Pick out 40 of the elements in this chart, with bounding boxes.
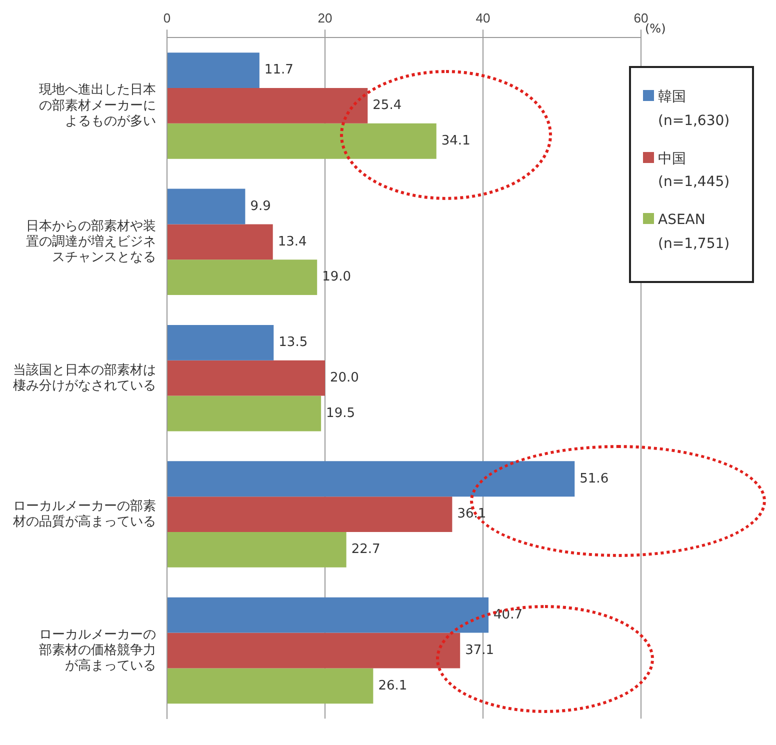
- y-tick-label: ローカルメーカーの部素材の価格競争力が高まっている: [39, 626, 156, 673]
- data-label: 11.7: [264, 62, 294, 78]
- bar: [168, 396, 322, 432]
- data-label: 13.5: [278, 335, 308, 350]
- data-label: 13.4: [278, 234, 307, 250]
- data-label: 22.7: [351, 542, 380, 558]
- x-tick-label: 0: [163, 10, 171, 26]
- legend-label: 中国 (n=1,445): [658, 150, 730, 192]
- bar: [168, 668, 374, 704]
- bar: [168, 123, 436, 159]
- bar: [168, 597, 489, 633]
- data-label: 37.1: [465, 642, 494, 658]
- x-tick-label: 20: [318, 10, 332, 26]
- data-label: 51.6: [580, 471, 609, 486]
- bar: [168, 224, 273, 260]
- data-label: 26.1: [378, 678, 408, 694]
- data-label: 9.9: [250, 198, 271, 214]
- bar: [168, 461, 575, 497]
- bar: [168, 260, 318, 296]
- legend-label: ASEAN (n=1,751): [658, 211, 730, 254]
- bar: [168, 188, 246, 224]
- bar: [168, 632, 460, 668]
- y-tick-label: ローカルメーカーの部素材の品質が高まっている: [12, 498, 156, 529]
- bar: [168, 52, 260, 88]
- y-tick-label: 現地へ進出した日本の部素材メーカーによるものが多い: [39, 82, 156, 128]
- data-label: 19.5: [326, 406, 356, 421]
- bar: [168, 496, 452, 532]
- data-label: 19.0: [322, 270, 352, 285]
- y-tick-label: 当該国と日本の部素材は棲み分けがなされている: [13, 362, 156, 392]
- bar: [168, 360, 325, 396]
- x-tick-label: 40: [476, 10, 490, 26]
- data-label: 25.4: [372, 98, 402, 114]
- data-label: 34.1: [441, 133, 470, 148]
- y-tick-label: 日本からの部素材や装置の調達が増えビジネスチャンスとなる: [26, 218, 156, 264]
- bar: [168, 88, 368, 124]
- bar: [168, 532, 346, 568]
- data-label: 20.0: [330, 370, 359, 386]
- bar: [168, 324, 274, 360]
- data-label: 36.1: [457, 506, 486, 522]
- legend-label: 韓国 (n=1,630): [658, 88, 730, 131]
